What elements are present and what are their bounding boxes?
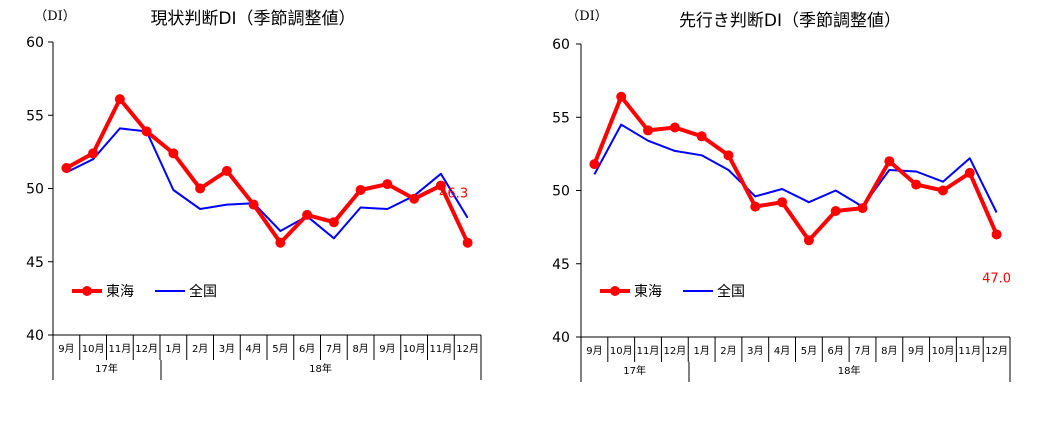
data-point <box>195 183 206 194</box>
y-tick-label: 45 <box>552 257 570 273</box>
y-tick-label: 40 <box>26 328 44 344</box>
data-point <box>669 122 680 133</box>
data-point <box>275 237 286 248</box>
data-point <box>589 159 600 170</box>
x-tick-label: 5月 <box>801 345 817 357</box>
x-tick-label: 11月 <box>109 343 132 355</box>
x-tick-label: 10月 <box>610 345 633 357</box>
data-point <box>168 148 179 159</box>
data-point <box>435 180 446 191</box>
x-tick-label: 2月 <box>192 343 208 355</box>
data-point <box>462 237 473 248</box>
data-label: 47.0 <box>982 271 1011 286</box>
x-tick-label: 7月 <box>326 343 342 355</box>
data-point <box>328 217 339 228</box>
data-point <box>643 125 654 136</box>
year-label: 18年 <box>838 364 861 377</box>
x-tick-label: 6月 <box>299 343 315 355</box>
x-tick-label: 12月 <box>135 343 158 355</box>
y-tick-label: 60 <box>552 37 570 53</box>
year-label: 17年 <box>623 364 646 377</box>
data-point <box>409 193 420 204</box>
data-point <box>302 209 313 220</box>
x-tick-label: 11月 <box>958 345 981 357</box>
x-tick-label: 1月 <box>165 343 181 355</box>
legend-marker <box>82 286 92 296</box>
x-tick-label: 9月 <box>908 345 924 357</box>
x-tick-label: 11月 <box>430 343 453 355</box>
y-tick-label: 45 <box>26 255 44 271</box>
legend-label: 全国 <box>189 283 217 300</box>
data-point <box>723 150 734 161</box>
data-point <box>248 199 259 210</box>
x-tick-label: 10月 <box>82 343 105 355</box>
chart-title: 現状判断DI（季節調整値） <box>150 9 355 29</box>
x-tick-label: 5月 <box>272 343 288 355</box>
y-tick-label: 60 <box>26 35 44 51</box>
x-tick-label: 11月 <box>637 345 660 357</box>
x-tick-label: 2月 <box>720 345 736 357</box>
x-tick-label: 12月 <box>456 343 479 355</box>
data-point <box>911 179 922 190</box>
y-tick-label: 50 <box>552 184 570 200</box>
y-unit-label: （DI） <box>34 9 76 24</box>
data-point <box>830 206 841 217</box>
y-tick-label: 55 <box>26 108 44 124</box>
x-tick-label: 12月 <box>985 345 1008 357</box>
legend-label: 全国 <box>717 283 745 300</box>
year-label: 17年 <box>95 362 118 375</box>
x-tick-label: 9月 <box>586 345 602 357</box>
y-tick-label: 55 <box>552 110 570 126</box>
legend-label: 東海 <box>106 284 134 300</box>
x-tick-label: 6月 <box>828 345 844 357</box>
data-point <box>696 131 707 142</box>
series-line-national <box>593 123 998 213</box>
series-line-tokai <box>592 94 999 243</box>
data-point <box>857 203 868 214</box>
data-point <box>141 126 152 137</box>
x-tick-label: 8月 <box>352 343 368 355</box>
x-tick-label: 10月 <box>403 343 426 355</box>
data-point <box>382 179 393 190</box>
series-line-tokai <box>65 97 470 245</box>
data-label: 46.3 <box>439 187 468 202</box>
legend-marker <box>610 286 620 296</box>
data-point <box>61 162 72 173</box>
x-tick-label: 1月 <box>693 345 709 357</box>
y-unit-label: （DI） <box>566 9 608 24</box>
series-line-national <box>65 127 469 240</box>
data-point <box>991 229 1002 240</box>
data-point <box>803 235 814 246</box>
y-tick-label: 40 <box>552 330 570 346</box>
chart-title: 先行き判断DI（季節調整値） <box>679 11 901 31</box>
data-point <box>964 167 975 178</box>
data-point <box>937 185 948 196</box>
x-tick-label: 12月 <box>663 345 686 357</box>
data-point <box>221 165 232 176</box>
data-point <box>777 197 788 208</box>
x-tick-label: 9月 <box>379 343 395 355</box>
x-tick-label: 4月 <box>774 345 790 357</box>
y-tick-label: 50 <box>26 182 44 198</box>
x-tick-label: 9月 <box>58 343 74 355</box>
x-tick-label: 3月 <box>219 343 235 355</box>
x-tick-label: 10月 <box>932 345 955 357</box>
data-point <box>114 94 125 105</box>
x-tick-label: 8月 <box>881 345 897 357</box>
data-point <box>88 148 99 159</box>
x-tick-label: 4月 <box>245 343 261 355</box>
data-point <box>884 156 895 167</box>
data-point <box>750 201 761 212</box>
data-point <box>355 184 366 195</box>
year-label: 18年 <box>309 362 332 375</box>
x-tick-label: 3月 <box>747 345 763 357</box>
legend-label: 東海 <box>634 284 662 300</box>
data-point <box>616 91 627 102</box>
x-tick-label: 7月 <box>854 345 870 357</box>
